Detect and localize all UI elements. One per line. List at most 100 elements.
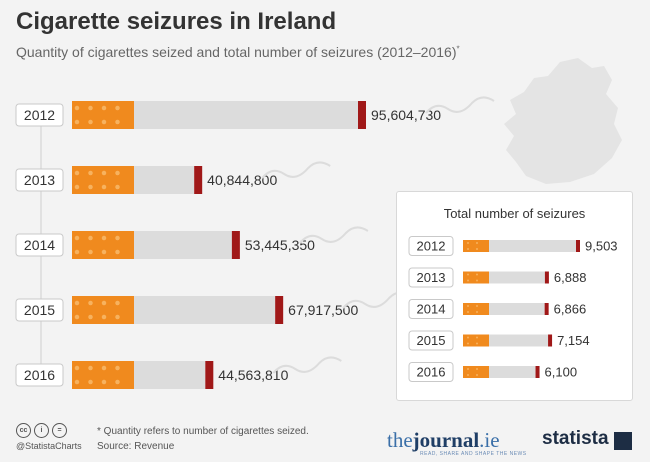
cigarette-ember-2013 — [544, 271, 549, 284]
value-label-2012: 95,604,730 — [371, 107, 441, 123]
subtitle-text: Quantity of cigarettes seized and total … — [16, 44, 457, 60]
filter-speck-2016 — [88, 379, 93, 385]
year-label-2015: 2015 — [24, 302, 55, 318]
year-label-2013: 2013 — [417, 270, 446, 285]
filter-speck-2012 — [74, 105, 80, 111]
cigarette-filter-2012 — [463, 240, 489, 252]
filter-speck-2015 — [74, 314, 80, 320]
cigarette-filter-2016 — [72, 361, 134, 389]
no-derivatives-icon: = — [52, 423, 67, 438]
seizures-chart: 2012 9,503 2013 6,888 2014 6,866 2015 7,154 2016… — [408, 236, 618, 382]
smoke-2014 — [299, 226, 369, 244]
value-label-2016: 6,100 — [545, 365, 578, 380]
cigarette-ember-2012 — [358, 101, 366, 129]
value-label-2014: 53,445,350 — [245, 237, 315, 253]
filter-speck-2012 — [467, 242, 469, 244]
year-pill-2015 — [15, 298, 64, 322]
filter-speck-2015 — [476, 336, 478, 339]
filter-speck-2015 — [467, 342, 469, 345]
filter-speck-2012 — [115, 105, 120, 111]
ireland-map-icon — [504, 58, 622, 184]
journal-tagline: READ, SHARE AND SHAPE THE NEWS — [420, 451, 527, 457]
filter-speck-2013 — [476, 279, 478, 282]
filter-speck-2016 — [467, 374, 469, 376]
value-label-2013: 40,844,800 — [207, 172, 277, 188]
cigarette-ember-2012 — [576, 240, 580, 252]
filter-speck-2013 — [467, 273, 469, 276]
chart-title: Cigarette seizures in Ireland — [16, 8, 337, 35]
filter-speck-2013 — [101, 184, 107, 190]
filter-speck-2013 — [101, 170, 107, 176]
cigarette-ember-2015 — [275, 296, 284, 324]
filter-speck-2012 — [88, 105, 93, 111]
filter-speck-2013 — [115, 184, 120, 190]
cigarette-2013: 2013 40,844,800 — [15, 161, 331, 194]
year-label-2012: 2012 — [417, 239, 446, 254]
year-label-2013: 2013 — [24, 172, 55, 188]
value-label-2015: 67,917,500 — [288, 302, 358, 318]
year-pill-2014 — [408, 299, 454, 319]
smoke-2012 — [425, 96, 495, 114]
filter-speck-2015 — [88, 314, 93, 320]
filter-speck-2015 — [115, 314, 120, 320]
cigarette-2016: 2016 44,563,810 — [15, 356, 342, 389]
cigarette-ember-2014 — [231, 231, 240, 259]
cigarette-2014: 2014 53,445,350 — [15, 226, 369, 259]
cigarette-2015: 2015 67,917,500 — [15, 291, 412, 324]
cigarette-ember-2016 — [535, 366, 540, 378]
filter-speck-2012 — [476, 242, 478, 244]
attribution-icon: i — [34, 423, 49, 438]
year-label-2016: 2016 — [24, 367, 55, 383]
seizures-panel: Total number of seizures 2012 9,503 2013 6,… — [396, 191, 633, 401]
filter-speck-2013 — [88, 170, 93, 176]
footnote: * Quantity refers to number of cigarette… — [97, 426, 309, 437]
filter-speck-2015 — [101, 314, 107, 320]
thejournal-logo: thejournal.ie — [387, 428, 500, 453]
year-pill-2016 — [15, 363, 64, 387]
filter-speck-2014 — [101, 235, 107, 241]
filter-speck-2016 — [101, 379, 107, 385]
cigarette-2012: 2012 95,604,730 — [15, 96, 495, 129]
quantity-chart: 2012 95,604,730 2013 40,844,800 2014 53,445,3… — [15, 96, 495, 389]
filter-speck-2014 — [101, 249, 107, 255]
filter-speck-2014 — [476, 305, 478, 307]
smoke-2013 — [261, 161, 331, 179]
filter-speck-2015 — [115, 300, 120, 306]
filter-speck-2016 — [74, 379, 80, 385]
filter-speck-2016 — [115, 365, 120, 371]
value-label-2012: 9,503 — [585, 239, 618, 254]
filter-speck-2016 — [467, 368, 469, 370]
filter-speck-2013 — [115, 170, 120, 176]
journal-logo-bold: journal — [412, 428, 480, 452]
filter-speck-2014 — [115, 249, 120, 255]
panel-title: Total number of seizures — [443, 206, 586, 221]
cigarette-filter-2013 — [72, 166, 134, 194]
filter-speck-2016 — [476, 368, 478, 370]
value-label-2014: 6,866 — [554, 302, 587, 317]
filter-speck-2014 — [467, 311, 469, 313]
statista-logo-icon — [614, 432, 632, 450]
filter-speck-2015 — [101, 300, 107, 306]
smoke-2016 — [272, 356, 342, 374]
filter-speck-2016 — [476, 374, 478, 376]
cigarette-filter-2013 — [463, 271, 489, 284]
filter-speck-2015 — [467, 336, 469, 339]
cigarette-filter-2015 — [72, 296, 134, 324]
filter-speck-2013 — [88, 184, 93, 190]
filter-speck-2013 — [74, 184, 80, 190]
year-label-2012: 2012 — [24, 107, 55, 123]
cigarette-filter-2014 — [72, 231, 134, 259]
value-label-2013: 6,888 — [554, 270, 587, 285]
filter-speck-2016 — [115, 379, 120, 385]
filter-speck-2014 — [476, 311, 478, 313]
value-label-2015: 7,154 — [557, 333, 590, 348]
cigarette-filter-2016 — [463, 366, 489, 378]
year-label-2014: 2014 — [24, 237, 55, 253]
creative-commons-icon: cc — [16, 423, 31, 438]
filter-speck-2013 — [74, 170, 80, 176]
filter-speck-2014 — [88, 249, 93, 255]
year-pill-2014 — [15, 233, 64, 257]
filter-speck-2012 — [74, 119, 80, 125]
cigarette-filter-2014 — [463, 303, 489, 315]
journal-logo-pre: the — [387, 428, 413, 452]
